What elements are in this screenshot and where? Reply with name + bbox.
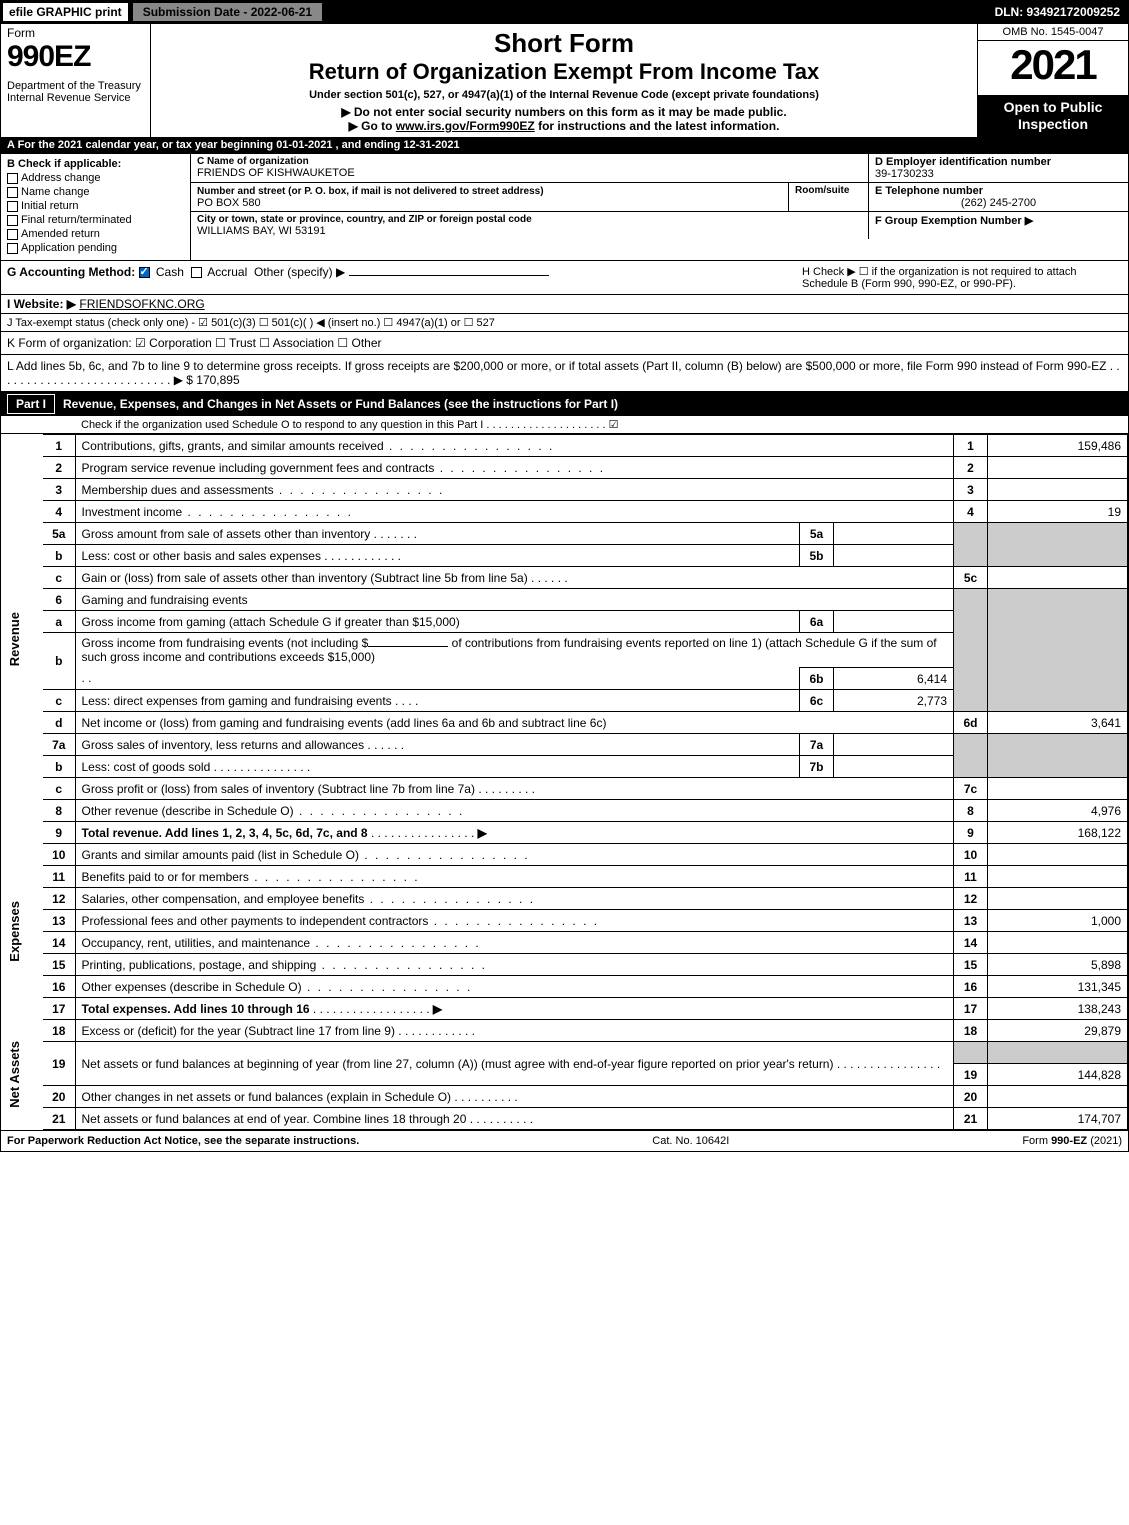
i-website-row: I Website: ▶ FRIENDSOFKNC.ORG [1,294,1128,313]
form-header: Form 990EZ Department of the Treasury In… [1,23,1128,137]
part-i-num: Part I [7,394,55,414]
e-phone-cell: E Telephone number (262) 245-2700 [868,183,1128,211]
f-group-cell: F Group Exemption Number ▶ [868,212,1128,239]
footer-left: For Paperwork Reduction Act Notice, see … [7,1135,359,1147]
submission-date: Submission Date - 2022-06-21 [132,2,323,22]
d-ein-cell: D Employer identification number 39-1730… [868,154,1128,182]
desc-1: Contributions, gifts, grants, and simila… [75,435,954,457]
revenue-label: Revenue [7,612,22,666]
gh-row: G Accounting Method: Cash Accrual Other … [1,260,1128,294]
omb-number: OMB No. 1545-0047 [978,24,1128,41]
l-text: L Add lines 5b, 6c, and 7b to line 9 to … [7,359,1120,387]
footer-right: Form 990-EZ (2021) [1022,1135,1122,1147]
form-990ez: efile GRAPHIC print Submission Date - 20… [0,0,1129,1152]
lines-table: Revenue 1 Contributions, gifts, grants, … [1,434,1128,1130]
city-cell: City or town, state or province, country… [191,212,868,239]
phone-value: (262) 245-2700 [875,197,1122,209]
netassets-label: Net Assets [7,1041,22,1108]
e-label: E Telephone number [875,185,1122,197]
l-value: 170,895 [196,373,239,387]
form-code: 990EZ [7,40,144,74]
col-cde: C Name of organization FRIENDS OF KISHWA… [191,154,1128,260]
short-form-title: Short Form [159,28,969,59]
room-cell: Room/suite [788,183,868,211]
chk-initial-return[interactable]: Initial return [7,200,184,212]
part-i-subline: Check if the organization used Schedule … [1,416,1128,434]
irs-link[interactable]: www.irs.gov/Form990EZ [396,119,535,133]
chk-name-change[interactable]: Name change [7,186,184,198]
street-cell: Number and street (or P. O. box, if mail… [191,183,788,211]
dln: DLN: 93492172009252 [995,5,1128,19]
chk-cash[interactable] [139,267,150,278]
ln-1: 1 [43,435,75,457]
goto-line: ▶ Go to www.irs.gov/Form990EZ for instru… [159,119,969,133]
room-label: Room/suite [795,185,862,196]
city-label: City or town, state or province, country… [197,214,862,225]
col-b: B Check if applicable: Address change Na… [1,154,191,260]
goto-pre: ▶ Go to [349,119,396,133]
under-section: Under section 501(c), 527, or 4947(a)(1)… [159,89,969,101]
inspection-badge: Open to Public Inspection [978,95,1128,137]
expenses-label: Expenses [7,901,22,962]
efile-print-label[interactable]: efile GRAPHIC print [3,3,128,21]
line-a: A For the 2021 calendar year, or tax yea… [1,137,1128,153]
footer-mid: Cat. No. 10642I [359,1135,1022,1147]
part-i-title: Revenue, Expenses, and Changes in Net As… [63,397,618,411]
donot-ssn: ▶ Do not enter social security numbers o… [159,105,969,119]
form-label: Form [7,26,144,40]
header-left: Form 990EZ Department of the Treasury In… [1,24,151,137]
chk-amended[interactable]: Amended return [7,228,184,240]
l-gross-receipts: L Add lines 5b, 6c, and 7b to line 9 to … [1,354,1128,391]
return-title: Return of Organization Exempt From Incom… [159,59,969,85]
header-right: OMB No. 1545-0047 2021 Open to Public In… [978,24,1128,137]
part-i-header: Part I Revenue, Expenses, and Changes in… [1,391,1128,416]
ein-value: 39-1730233 [875,168,1122,180]
footer: For Paperwork Reduction Act Notice, see … [1,1130,1128,1151]
top-bar: efile GRAPHIC print Submission Date - 20… [1,1,1128,23]
val-1: 159,486 [988,435,1128,457]
chk-accrual[interactable] [191,267,202,278]
org-name: FRIENDS OF KISHWAUKETOE [197,167,862,179]
g-accounting: G Accounting Method: Cash Accrual Other … [7,265,802,290]
department: Department of the Treasury Internal Reve… [7,80,144,104]
num-1: 1 [954,435,988,457]
chk-final-return[interactable]: Final return/terminated [7,214,184,226]
c-name-cell: C Name of organization FRIENDS OF KISHWA… [191,154,868,182]
b-header: B Check if applicable: [7,158,184,170]
h-schedule-b: H Check ▶ ☐ if the organization is not r… [802,265,1122,290]
c-name-label: C Name of organization [197,156,862,167]
street-label: Number and street (or P. O. box, if mail… [197,186,544,197]
g-other: Other (specify) ▶ [254,265,345,279]
website-value[interactable]: FRIENDSOFKNC.ORG [79,297,204,311]
chk-pending[interactable]: Application pending [7,242,184,254]
g-label: G Accounting Method: [7,265,135,279]
k-form-org: K Form of organization: ☑ Corporation ☐ … [1,331,1128,354]
goto-post: for instructions and the latest informat… [535,119,780,133]
i-label: I Website: ▶ [7,297,76,311]
j-tax-exempt: J Tax-exempt status (check only one) - ☑… [1,313,1128,331]
d-label: D Employer identification number [875,156,1122,168]
tax-year: 2021 [978,41,1128,95]
section-bcdef: B Check if applicable: Address change Na… [1,153,1128,260]
chk-address-change[interactable]: Address change [7,172,184,184]
city-value: WILLIAMS BAY, WI 53191 [197,225,862,237]
f-label: F Group Exemption Number ▶ [875,214,1122,227]
street-value: PO BOX 580 [197,197,782,209]
header-middle: Short Form Return of Organization Exempt… [151,24,978,137]
